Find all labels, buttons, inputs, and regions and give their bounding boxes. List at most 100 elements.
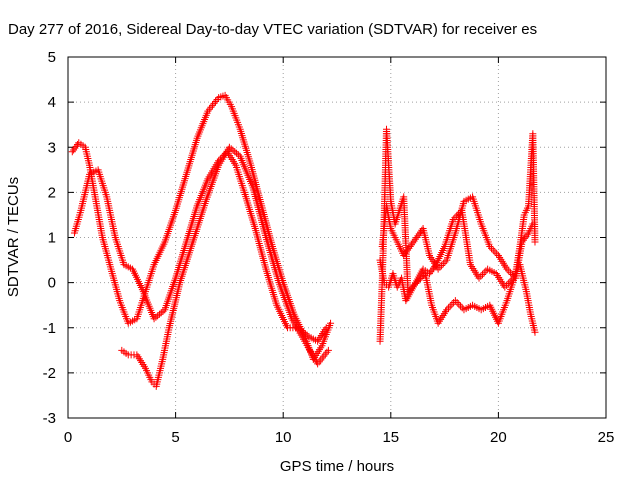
data-point [529, 220, 537, 228]
y-tick-label: 4 [48, 94, 56, 111]
interpolated-point [72, 142, 80, 150]
interpolated-point [229, 146, 237, 154]
interpolated-point [207, 103, 215, 111]
interpolated-point [438, 261, 446, 269]
interpolated-point [411, 235, 419, 243]
interpolated-point [71, 144, 79, 152]
y-tick-label: -1 [43, 320, 56, 337]
interpolated-point [457, 302, 465, 310]
interpolated-point [504, 280, 512, 288]
interpolated-point [477, 272, 485, 280]
interpolated-point [301, 330, 309, 338]
data-point [443, 306, 451, 314]
y-tick-label: -3 [43, 410, 56, 427]
interpolated-point [410, 237, 418, 245]
x-tick-label: 15 [382, 429, 399, 446]
data-point [503, 265, 511, 273]
interpolated-point [233, 149, 241, 157]
interpolated-point [458, 304, 466, 312]
interpolated-point [489, 246, 497, 254]
interpolated-point [208, 101, 216, 109]
data-point [449, 215, 457, 223]
interpolated-point [506, 278, 514, 286]
interpolated-point [401, 250, 409, 258]
interpolated-point [210, 99, 218, 107]
interpolated-point [159, 307, 167, 315]
x-tick-label: 0 [64, 429, 72, 446]
interpolated-point [404, 246, 412, 254]
data-point [294, 324, 302, 332]
interpolated-point [407, 241, 415, 249]
data-point [475, 274, 483, 282]
interpolated-point [416, 228, 424, 236]
interpolated-point [234, 151, 242, 159]
x-tick-label: 25 [598, 429, 615, 446]
data-point [68, 148, 76, 156]
plot-frame [67, 56, 607, 419]
x-tick-label: 10 [275, 429, 292, 446]
data-point [501, 283, 509, 291]
interpolated-point [155, 310, 163, 318]
y-tick-label: 2 [48, 184, 56, 201]
interpolated-point [523, 231, 531, 239]
interpolated-point [402, 248, 410, 256]
interpolated-point [488, 244, 496, 252]
interpolated-point [428, 266, 436, 274]
y-tick-label: -2 [43, 365, 56, 382]
y-tick-label: 3 [48, 139, 56, 156]
y-axis-label: SDTVAR / TECUs [5, 177, 22, 297]
data-point [451, 297, 459, 305]
data-point [486, 243, 494, 251]
interpolated-point [448, 300, 456, 308]
interpolated-point [317, 356, 325, 364]
x-axis-label: GPS time / hours [280, 458, 394, 475]
data-point [531, 328, 539, 336]
interpolated-point [414, 232, 422, 240]
interpolated-point [415, 230, 423, 238]
interpolated-point [453, 298, 461, 306]
interpolated-point [522, 233, 530, 241]
data-point [531, 238, 539, 246]
interpolated-point [480, 269, 488, 277]
x-tick-label: 5 [171, 429, 179, 446]
interpolated-point [405, 244, 413, 252]
interpolated-point [503, 281, 511, 289]
interpolated-point [321, 350, 329, 358]
data-point [150, 315, 158, 323]
interpolated-point [152, 313, 160, 321]
interpolated-point [303, 331, 311, 339]
interpolated-point [444, 304, 452, 312]
y-tick-label: 0 [48, 275, 56, 292]
interpolated-point [508, 271, 516, 279]
interpolated-point [441, 258, 449, 266]
interpolated-point [446, 302, 454, 310]
interpolated-point [478, 271, 486, 279]
interpolated-point [212, 97, 220, 105]
interpolated-point [491, 248, 499, 256]
chart-title: Day 277 of 2016, Sidereal Day-to-day VTE… [8, 21, 537, 38]
interpolated-point [318, 354, 326, 362]
interpolated-point [519, 236, 527, 244]
data-point [434, 265, 442, 273]
interpolated-point [427, 268, 435, 276]
data-point [327, 319, 335, 327]
interpolated-point [505, 267, 513, 275]
interpolated-point [482, 267, 490, 275]
interpolated-point [157, 309, 165, 317]
y-tick-label: 5 [48, 49, 56, 66]
interpolated-point [413, 234, 421, 241]
interpolated-point [521, 234, 529, 242]
interpolated-point [231, 148, 239, 156]
interpolated-point [506, 269, 514, 277]
interpolated-point [439, 260, 447, 268]
interpolated-point [406, 243, 414, 251]
data-point [518, 238, 526, 246]
data-points [68, 91, 539, 390]
interpolated-point [436, 263, 444, 271]
data-point [322, 324, 330, 332]
data-point [225, 143, 233, 151]
x-tick-label: 20 [490, 429, 507, 446]
interpolated-point [323, 348, 331, 356]
data-point [400, 252, 408, 260]
